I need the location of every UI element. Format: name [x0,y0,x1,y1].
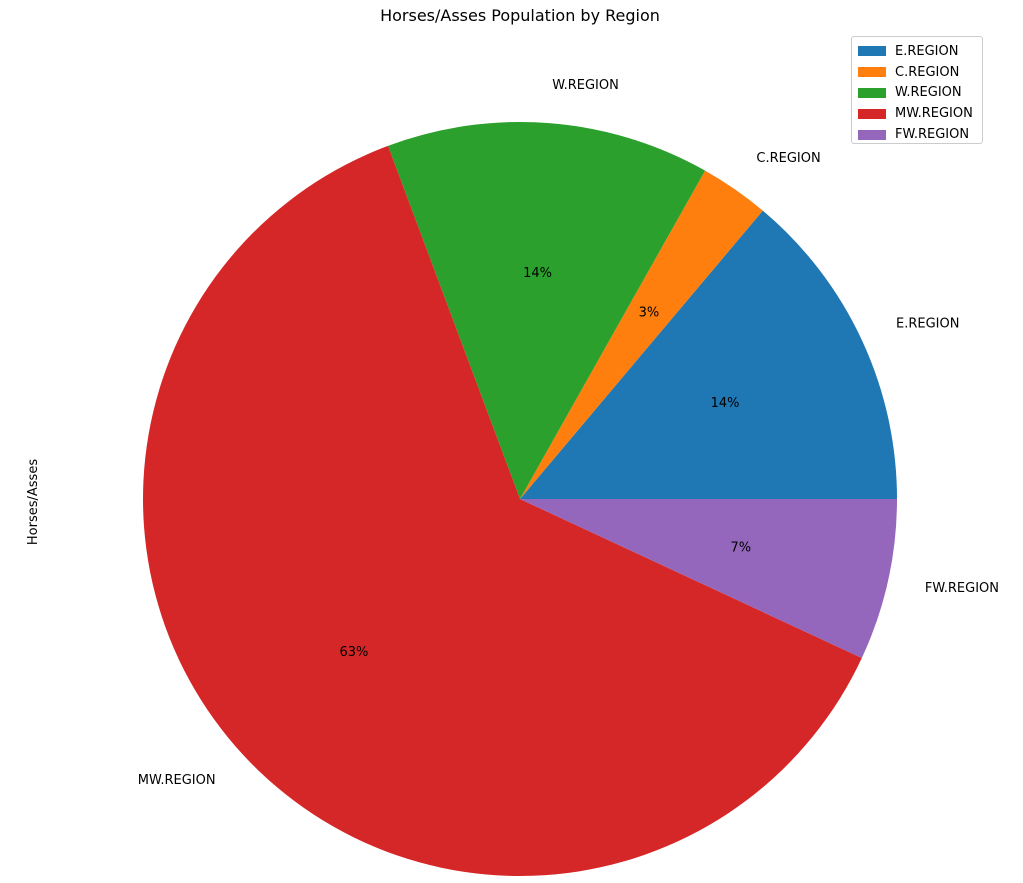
pie-slices [142,121,897,877]
legend-swatch [858,108,886,119]
legend-label: C.REGION [895,64,960,80]
legend-label: E.REGION [895,43,959,59]
chart-title: Horses/Asses Population by Region [380,6,660,25]
category-label-e-region: E.REGION [896,317,959,332]
pie-labels: E.REGION 14% C.REGION 3% W.REGION 14% MW.REGIO… [138,78,999,788]
legend-swatch [858,67,886,78]
percent-label-c-region: 3% [639,306,660,321]
legend: E.REGION C.REGION W.REGION MW.REGION FW.REGI… [851,36,983,144]
percent-label-mw-region: 63% [340,645,369,660]
legend-swatch [858,46,886,57]
pie-slice-fw-region [520,499,897,659]
legend-swatch [858,87,886,98]
legend-item-fw-region: FW.REGION [852,124,982,145]
legend-label: FW.REGION [895,127,970,143]
legend-swatch [858,129,886,140]
percent-label-fw-region: 7% [731,540,752,555]
legend-item-mw-region: MW.REGION [852,103,982,124]
legend-item-c-region: C.REGION [852,62,982,83]
category-label-c-region: C.REGION [756,151,820,166]
category-label-mw-region: MW.REGION [138,773,216,788]
pie-slice-c-region [520,170,763,499]
pie-slice-w-region [388,121,706,500]
category-label-fw-region: FW.REGION [925,581,999,596]
category-label-w-region: W.REGION [552,78,619,93]
percent-label-w-region: 14% [523,266,552,281]
y-axis-label: Horses/Asses [26,459,41,545]
legend-item-e-region: E.REGION [852,41,982,62]
percent-label-e-region: 14% [711,396,740,411]
legend-label: MW.REGION [895,106,973,122]
pie-slice-e-region [520,210,897,500]
legend-label: W.REGION [895,85,962,101]
legend-item-w-region: W.REGION [852,83,982,104]
pie-slice-mw-region [142,145,862,877]
